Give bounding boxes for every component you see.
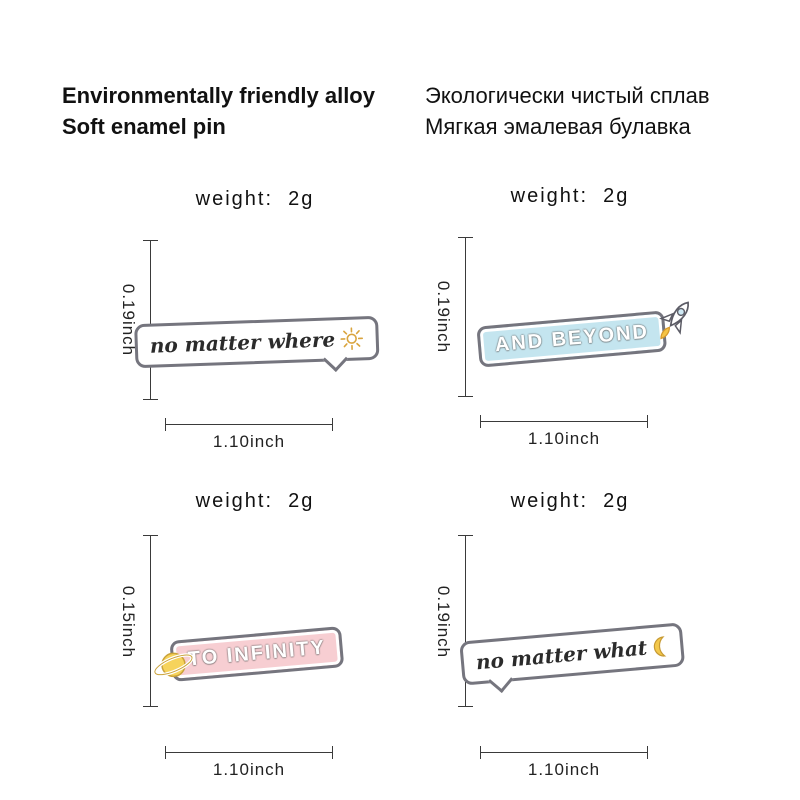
height-dimension-line bbox=[143, 535, 158, 707]
header-english: Environmentally friendly alloy Soft enam… bbox=[62, 80, 375, 142]
pin-and-beyond: AND BEYOND bbox=[476, 301, 690, 368]
product-no-matter-where: weight: 2g 0.19inch no matter where bbox=[95, 178, 415, 488]
width-dimension-line bbox=[165, 418, 333, 431]
pin-no-matter-what: no matter what bbox=[459, 622, 685, 693]
height-label: 0.19inch bbox=[434, 280, 453, 354]
product-no-matter-what: weight: 2g 0.19inch no matter what 1.10i… bbox=[410, 480, 730, 790]
width-label: 1.10inch bbox=[212, 760, 286, 779]
weight-label: weight: 2g bbox=[510, 490, 630, 512]
moon-icon bbox=[651, 635, 669, 657]
width-label: 1.10inch bbox=[212, 432, 286, 451]
header-ru-line2: Мягкая эмалевая булавка bbox=[425, 114, 691, 139]
pin-text: AND BEYOND bbox=[494, 320, 650, 357]
weight-label: weight: 2g bbox=[195, 490, 315, 512]
pin-no-matter-where: no matter where bbox=[134, 315, 380, 372]
sun-icon bbox=[340, 326, 365, 351]
weight-label: weight: 2g bbox=[195, 188, 315, 210]
speech-bubble-pin: no matter where bbox=[134, 315, 380, 372]
width-dimension-line bbox=[480, 415, 648, 428]
width-label: 1.10inch bbox=[527, 429, 601, 448]
planet-icon bbox=[149, 646, 198, 684]
header-en-line2: Soft enamel pin bbox=[62, 114, 226, 139]
header-russian: Экологически чистый сплав Мягкая эмалева… bbox=[425, 80, 710, 142]
rocket-icon bbox=[649, 292, 702, 348]
height-dimension-line bbox=[143, 240, 158, 400]
bar-pin: TO INFINITY bbox=[153, 626, 345, 682]
height-label: 0.19inch bbox=[434, 585, 453, 659]
height-dimension-line bbox=[458, 535, 473, 707]
header-ru-line1: Экологически чистый сплав bbox=[425, 83, 710, 108]
height-label: 0.15inch bbox=[119, 585, 138, 659]
speech-bubble-pin: no matter what bbox=[459, 622, 685, 693]
pin-text: no matter where bbox=[149, 327, 336, 358]
bar-pin: AND BEYOND bbox=[476, 301, 690, 368]
header-en-line1: Environmentally friendly alloy bbox=[62, 83, 375, 108]
height-dimension-line bbox=[458, 237, 473, 397]
width-label: 1.10inch bbox=[527, 760, 601, 779]
pin-to-infinity: TO INFINITY bbox=[153, 626, 345, 682]
width-dimension-line bbox=[165, 746, 333, 759]
pin-text: TO INFINITY bbox=[187, 636, 327, 671]
product-to-infinity: weight: 2g 0.15inch TO INFINITY 1.10inch bbox=[95, 480, 415, 790]
product-and-beyond: weight: 2g 0.19inch AND BEYOND 1.10inch bbox=[410, 175, 730, 485]
weight-label: weight: 2g bbox=[510, 185, 630, 207]
width-dimension-line bbox=[480, 746, 648, 759]
